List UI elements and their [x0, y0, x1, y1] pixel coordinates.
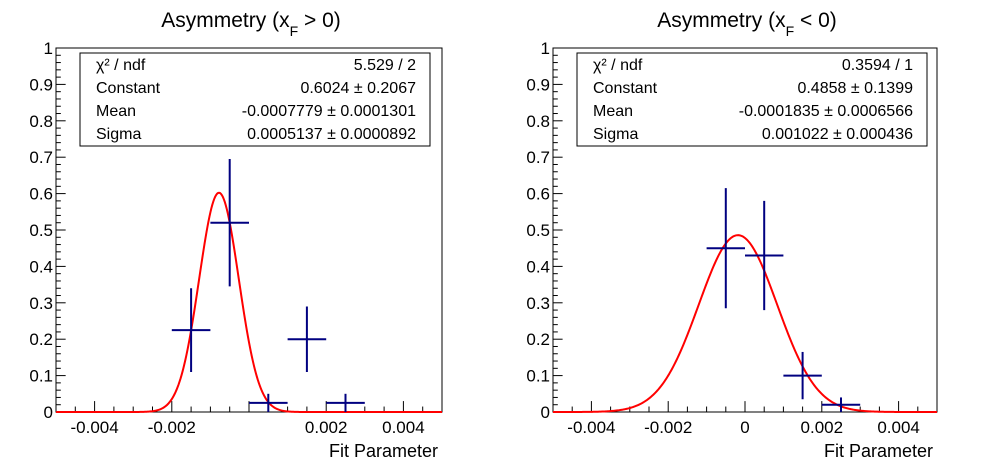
stats-value: 0.0005137 ± 0.0000892 [247, 126, 416, 143]
stats-label: Constant [593, 80, 658, 97]
chart-title-subscript: F [290, 23, 299, 39]
stats-label: Mean [593, 103, 633, 120]
data-point [210, 159, 249, 286]
chart-title-tail: < 0) [794, 9, 837, 32]
chart-title-tail: > 0) [298, 9, 341, 32]
x-tick-label: 0.004 [877, 418, 920, 437]
y-tick-label: 0.7 [29, 148, 53, 167]
stats-value: 0.001022 ± 0.000436 [762, 126, 913, 143]
chart-title-main: Asymmetry (x [161, 9, 290, 32]
y-tick-label: 0 [541, 403, 550, 422]
stats-value: -0.0001835 ± 0.0006566 [739, 103, 913, 120]
y-tick-label: 0.7 [526, 148, 550, 167]
stats-label: Sigma [96, 126, 141, 143]
x-axis-title: Fit Parameter [329, 441, 438, 461]
stats-value: 0.6024 ± 0.2067 [300, 80, 416, 97]
panel-left: Asymmetry (xF > 0) 0 0.1 0.2 0.3 0.4 0.5 0.6 0.7… [29, 9, 442, 461]
stats-label: Sigma [593, 126, 638, 143]
y-tick-label: 0.4 [526, 257, 550, 276]
y-tick-label: 0.2 [526, 330, 550, 349]
y-tick-label: 0.2 [29, 330, 53, 349]
y-tick-label: 1 [541, 39, 550, 58]
y-tick-label: 0.4 [29, 257, 53, 276]
stats-value: -0.0007779 ± 0.0001301 [242, 103, 416, 120]
x-tick-label: 0.002 [305, 418, 348, 437]
x-tick-label: -0.002 [148, 418, 196, 437]
y-tick-label: 0.1 [526, 367, 550, 386]
stats-label: Constant [96, 80, 161, 97]
x-axis-title: Fit Parameter [824, 441, 933, 461]
x-tick-label: -0.004 [567, 418, 615, 437]
data-point [288, 306, 327, 372]
data-point [745, 201, 783, 310]
stats-label: χ² / ndf [96, 57, 146, 74]
y-tick-label: 1 [44, 39, 53, 58]
chart-title: Asymmetry (xF < 0) [657, 9, 837, 39]
data-point [783, 352, 821, 399]
y-tick-label: 0.8 [526, 112, 550, 131]
data-point [707, 188, 745, 308]
stats-value: 5.529 / 2 [354, 57, 416, 74]
data-point [249, 394, 288, 412]
chart-title: Asymmetry (xF > 0) [161, 9, 341, 39]
y-tick-label: 0.8 [29, 112, 53, 131]
y-tick-label: 0.5 [29, 221, 53, 240]
x-tick-label: 0.004 [382, 418, 425, 437]
y-tick-label: 0.6 [526, 185, 550, 204]
chart-title-subscript: F [786, 23, 795, 39]
x-tick-label: 0.002 [801, 418, 844, 437]
gaussian-fit-curve [553, 235, 937, 412]
y-tick-label: 0 [44, 403, 53, 422]
x-tick-label: -0.002 [644, 418, 692, 437]
figure-canvas: Asymmetry (xF > 0)00.10.20.30.40.50.60.7… [0, 0, 996, 472]
y-tick-label: 0.3 [29, 294, 53, 313]
x-tick-label: 0 [740, 418, 749, 437]
y-tick-label: 0.9 [29, 75, 53, 94]
gaussian-fit-curve [56, 193, 442, 412]
x-tick-label: -0.004 [70, 418, 118, 437]
y-tick-label: 0.3 [526, 294, 550, 313]
data-point [326, 394, 365, 412]
data-point [172, 288, 211, 372]
y-tick-label: 0.5 [526, 221, 550, 240]
chart-title-main: Asymmetry (x [657, 9, 786, 32]
stats-value: 0.3594 / 1 [842, 57, 913, 74]
panel-right: Asymmetry (xF < 0) 0 0.1 0.2 0.3 0.4 0.5 0.6 0.7… [526, 9, 937, 461]
y-tick-label: 0.6 [29, 185, 53, 204]
y-tick-label: 0.1 [29, 367, 53, 386]
stats-label: χ² / ndf [593, 57, 643, 74]
stats-label: Mean [96, 103, 136, 120]
y-tick-label: 0.9 [526, 75, 550, 94]
stats-value: 0.4858 ± 0.1399 [797, 80, 913, 97]
